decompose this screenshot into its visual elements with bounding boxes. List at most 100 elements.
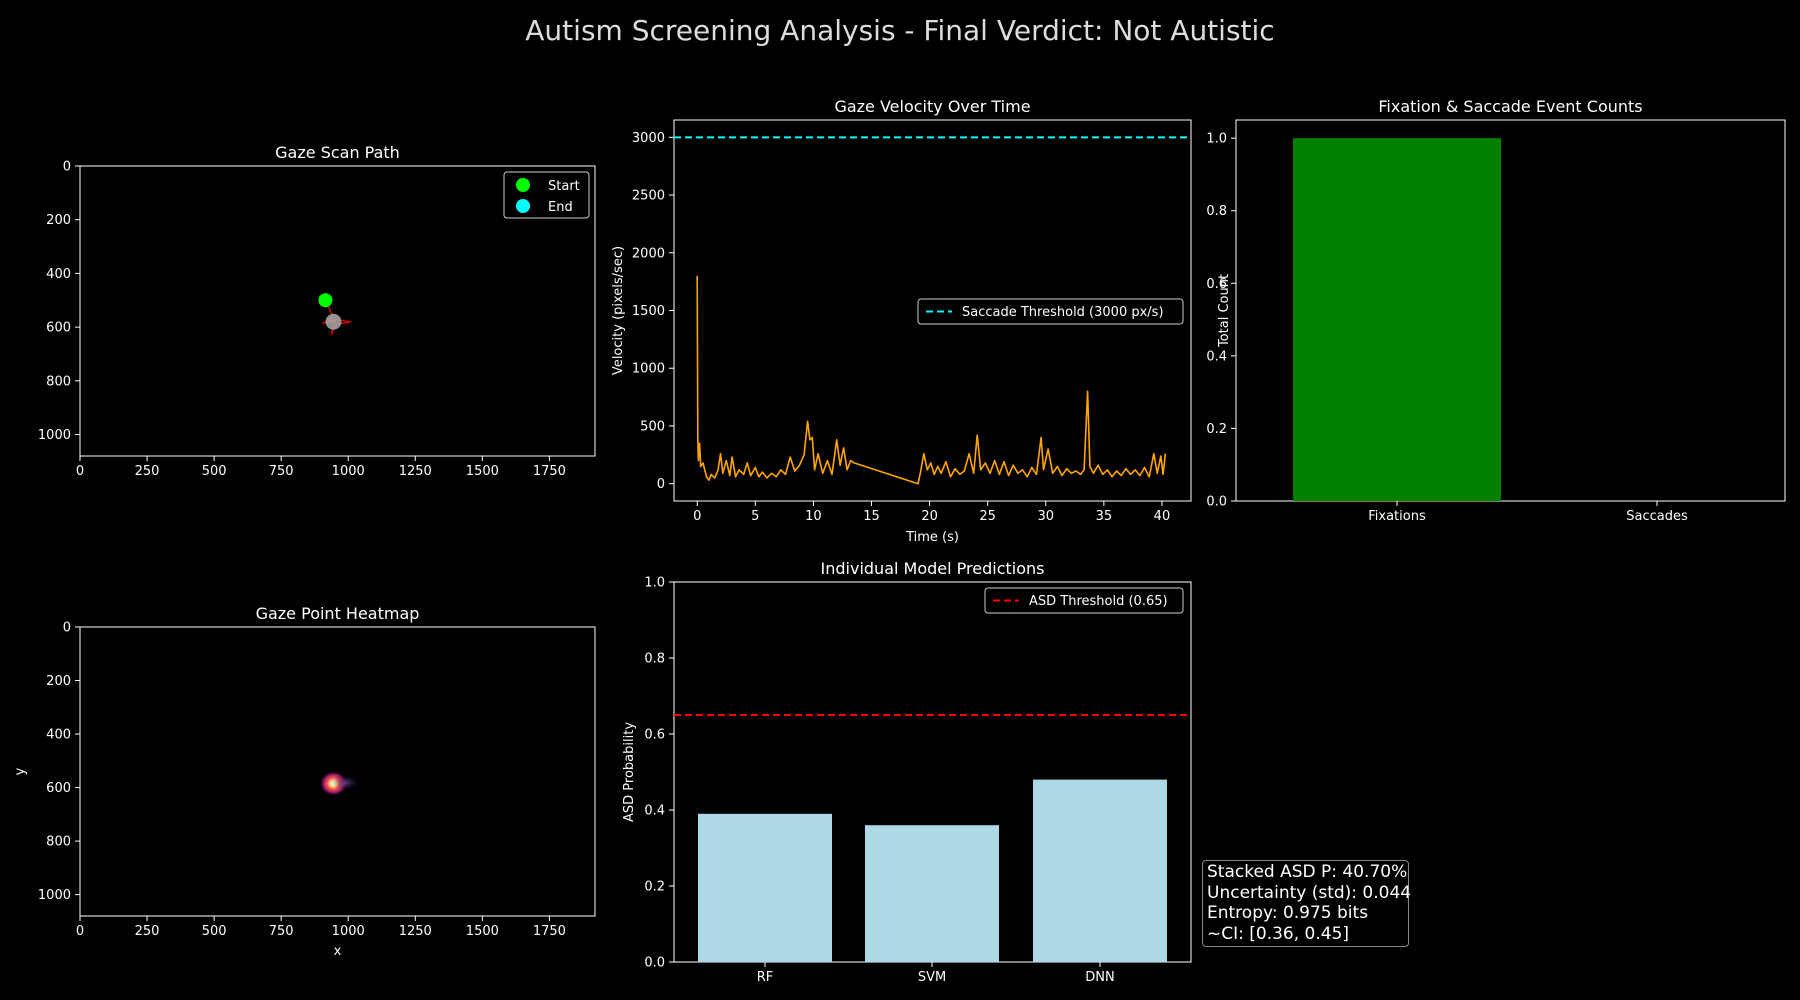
x-tick-label: 750: [269, 924, 294, 939]
velocity-line: [696, 275, 1167, 485]
x-tick-label: Fixations: [1368, 509, 1426, 524]
chart-title: Gaze Scan Path: [275, 143, 400, 162]
y-tick-label: 0.2: [644, 880, 665, 895]
y-tick-label: 0.6: [644, 728, 665, 743]
y-tick-label: 200: [46, 674, 71, 689]
y-tick-label: 0.0: [644, 956, 665, 971]
x-tick-label: 1500: [466, 924, 499, 939]
x-tick-label: SVM: [918, 970, 946, 985]
axes-frame: [79, 165, 596, 457]
chart-title: Individual Model Predictions: [821, 559, 1045, 578]
x-tick-label: 1750: [533, 924, 566, 939]
chart-title: Gaze Point Heatmap: [256, 604, 420, 623]
y-tick-label: 0.8: [644, 652, 665, 667]
bar-rf: [698, 813, 832, 962]
legend-label: ASD Threshold (0.65): [1029, 594, 1168, 609]
y-tick-label: 0.4: [1206, 349, 1227, 364]
x-tick-label: 1250: [399, 924, 432, 939]
y-tick-label: 1000: [38, 428, 71, 443]
bar-dnn: [1033, 779, 1167, 962]
scan-path-legend: Start End: [503, 171, 590, 219]
x-tick-label: DNN: [1085, 970, 1114, 985]
y-tick-label: 1500: [632, 304, 665, 319]
stats-box: Stacked ASD P: 40.70% Uncertainty (std):…: [1202, 860, 1412, 947]
x-tick-label: 30: [1038, 509, 1055, 524]
event-counts-panel: Fixation & Saccade Event Counts 0.0 0.2 0.4…: [1206, 97, 1786, 524]
y-tick-label: 0: [63, 160, 71, 175]
y-tick-label: 1.0: [644, 576, 665, 591]
legend-frame: [984, 587, 1184, 614]
x-tick-label: 25: [979, 509, 996, 524]
y-tick-label: 0.6: [1206, 277, 1227, 292]
velocity-panel: Gaze Velocity Over Time 0 5 10 15 20 25 30 35 40 0…: [611, 97, 1192, 545]
legend-label: Start: [548, 179, 580, 194]
chart-title: Fixation & Saccade Event Counts: [1378, 97, 1642, 116]
x-tick-label: Saccades: [1626, 509, 1688, 524]
y-tick-label: 400: [46, 728, 71, 743]
chart-title: Gaze Velocity Over Time: [834, 97, 1030, 116]
y-axis-label: Velocity (pixels/sec): [611, 246, 626, 375]
fixation-dot: [325, 313, 342, 330]
stats-line: Uncertainty (std): 0.044: [1207, 882, 1412, 903]
page-title: Autism Screening Analysis - Final Verdic…: [525, 14, 1275, 47]
y-tick-label: 2500: [632, 189, 665, 204]
model-predictions-panel: Individual Model Predictions 0.0 0.2 0.4 0.6…: [622, 559, 1192, 985]
legend-label: Saccade Threshold (3000 px/s): [962, 305, 1164, 320]
heatmap-hotspot: [331, 774, 360, 791]
y-tick-label: 500: [640, 419, 665, 434]
x-tick-label: 15: [863, 509, 880, 524]
x-tick-label: 0: [76, 924, 84, 939]
velocity-legend: Saccade Threshold (3000 px/s): [917, 298, 1184, 325]
x-tick-label: 0: [76, 464, 84, 479]
legend-marker: [516, 199, 530, 213]
x-tick-label: 750: [269, 464, 294, 479]
x-tick-label: 35: [1096, 509, 1113, 524]
axes-frame: [1235, 119, 1786, 502]
stats-line: Entropy: 0.975 bits: [1207, 903, 1369, 923]
start-marker: [318, 293, 333, 308]
x-tick-label: 1000: [332, 464, 365, 479]
models-legend: ASD Threshold (0.65): [984, 587, 1184, 614]
y-tick-label: 600: [46, 321, 71, 336]
y-axis-label: y: [13, 767, 28, 775]
x-tick-label: 1500: [466, 464, 499, 479]
x-axis-label: x: [334, 944, 342, 959]
y-tick-label: 800: [46, 374, 71, 389]
y-tick-label: 1.0: [1206, 132, 1227, 147]
y-tick-label: 600: [46, 781, 71, 796]
y-tick-label: 400: [46, 267, 71, 282]
y-tick-label: 3000: [632, 131, 665, 146]
y-tick-label: 2000: [632, 246, 665, 261]
x-tick-label: 1750: [533, 464, 566, 479]
x-tick-label: 40: [1154, 509, 1171, 524]
x-tick-label: 0: [693, 509, 701, 524]
x-tick-label: 250: [135, 464, 160, 479]
x-axis-label: Time (s): [905, 530, 959, 545]
legend-frame: [917, 298, 1184, 325]
x-tick-label: 500: [202, 924, 227, 939]
y-tick-label: 0: [657, 477, 665, 492]
y-tick-label: 0.4: [644, 804, 665, 819]
y-tick-label: 0: [63, 621, 71, 636]
y-axis-label: Total Count: [1217, 274, 1232, 348]
x-tick-label: 1000: [332, 924, 365, 939]
x-tick-label: 5: [751, 509, 759, 524]
y-tick-label: 0.2: [1206, 422, 1227, 437]
scan-path-panel: Gaze Scan Path 0 250 500 750 1000 1250 1500 1750…: [38, 143, 596, 479]
y-tick-label: 1000: [632, 362, 665, 377]
y-tick-label: 1000: [38, 888, 71, 903]
bar-fixations: [1293, 138, 1501, 501]
x-tick-label: 250: [135, 924, 160, 939]
x-tick-label: 20: [921, 509, 938, 524]
y-tick-label: 800: [46, 835, 71, 850]
y-tick-label: 200: [46, 213, 71, 228]
y-axis-label: ASD Probability: [622, 722, 637, 822]
stats-line: Stacked ASD P: 40.70%: [1207, 862, 1408, 882]
x-tick-label: RF: [757, 970, 774, 985]
axes-frame: [79, 626, 596, 917]
legend-label: End: [548, 200, 573, 215]
y-tick-label: 0.8: [1206, 204, 1227, 219]
x-tick-label: 10: [805, 509, 822, 524]
legend-marker: [516, 178, 530, 192]
